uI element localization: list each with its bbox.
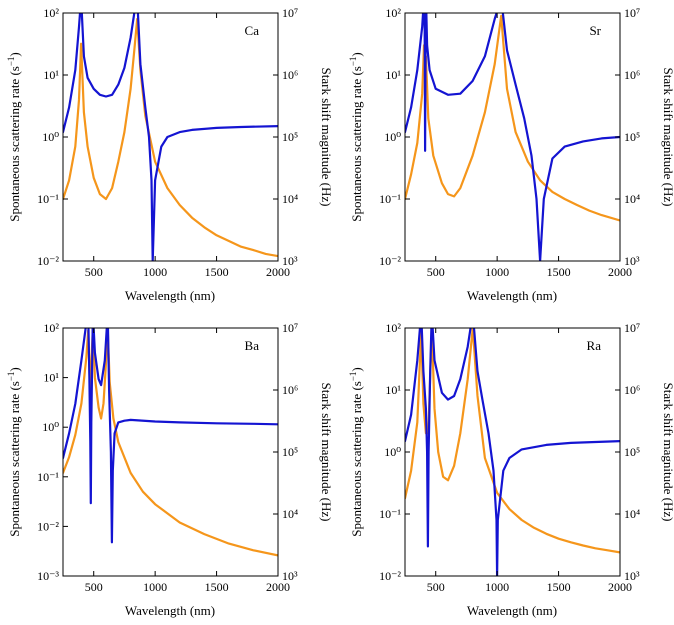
plot-frame: [62, 12, 279, 262]
y-tick-label: 10⁻¹: [379, 507, 401, 521]
y2-tick-label: 10⁷: [282, 321, 298, 335]
x-tick-label: 1500: [205, 580, 229, 594]
y-tick-label: 10¹: [43, 371, 59, 385]
y2-tick-label: 10⁵: [282, 445, 298, 459]
y-tick-label: 10¹: [43, 68, 59, 82]
y-tick-label: 10⁰: [42, 420, 59, 434]
x-tick-label: 2000: [266, 580, 290, 594]
y-tick-label: 10⁻²: [379, 254, 401, 268]
x-tick-label: 2000: [608, 265, 632, 279]
y-tick-label: 10⁻¹: [37, 192, 59, 206]
scattering-rate-line: [63, 17, 278, 258]
x-tick-label: 2000: [266, 265, 290, 279]
plot-frame: [404, 12, 621, 262]
y-tick-label: 10¹: [385, 68, 401, 82]
stark-shift-line: [405, 13, 620, 261]
element-label: Sr: [589, 23, 601, 38]
panel-ca: Spontaneous scattering rate (s−1) Stark …: [6, 6, 334, 303]
y2-tick-label: 10⁶: [624, 68, 640, 82]
ylabel-right: Stark shift magnitude (Hz): [319, 383, 334, 522]
ylabel-left: Spontaneous scattering rate (s−1): [348, 52, 364, 222]
scattering-rate-line: [405, 328, 620, 554]
y2-tick-label: 10⁷: [282, 6, 298, 20]
stark-shift-line: [63, 328, 278, 544]
x-tick-label: 1500: [547, 265, 571, 279]
y-tick-label: 10²: [43, 6, 59, 20]
y-tick-label: 10⁰: [384, 445, 401, 459]
y2-tick-label: 10³: [624, 254, 640, 268]
ylabel-right: Stark shift magnitude (Hz): [661, 68, 674, 207]
y2-tick-label: 10⁴: [282, 192, 298, 206]
stark-shift-line: [63, 13, 278, 261]
curves: [405, 13, 620, 261]
y-tick-label: 10²: [385, 6, 401, 20]
ylabel-right: Stark shift magnitude (Hz): [319, 68, 334, 207]
y2-tick-label: 10³: [282, 569, 298, 583]
element-label: Ba: [245, 338, 260, 353]
xlabel: Wavelength (nm): [467, 603, 557, 618]
y-tick-label: 10⁻²: [379, 569, 401, 583]
x-tick-label: 500: [85, 580, 103, 594]
y-tick-label: 10¹: [385, 383, 401, 397]
y2-tick-label: 10⁷: [624, 321, 640, 335]
y2-tick-label: 10³: [282, 254, 298, 268]
y-tick-label: 10⁻²: [37, 254, 59, 268]
x-tick-label: 500: [85, 265, 103, 279]
y2-tick-label: 10⁵: [624, 130, 640, 144]
y2-tick-label: 10⁴: [624, 507, 640, 521]
y2-tick-label: 10⁶: [624, 383, 640, 397]
y-tick-label: 10²: [385, 321, 401, 335]
ylabel-left: Spontaneous scattering rate (s−1): [6, 367, 22, 537]
y-tick-label: 10⁻²: [37, 519, 59, 533]
xlabel: Wavelength (nm): [125, 288, 215, 303]
y2-tick-label: 10⁶: [282, 383, 298, 397]
panel-ba: Spontaneous scattering rate (s−1) Stark …: [6, 321, 334, 618]
element-label: Ca: [245, 23, 260, 38]
x-tick-label: 1500: [547, 580, 571, 594]
stark-shift-line: [405, 328, 620, 576]
x-tick-label: 1000: [485, 580, 509, 594]
x-tick-label: 1000: [485, 265, 509, 279]
panel-ra: Spontaneous scattering rate (s−1) Stark …: [348, 321, 674, 618]
y2-tick-label: 10⁴: [282, 507, 298, 521]
panel-sr: Spontaneous scattering rate (s−1) Stark …: [348, 6, 674, 303]
curves: [63, 328, 278, 557]
x-tick-label: 1000: [143, 265, 167, 279]
y2-tick-label: 10⁵: [624, 445, 640, 459]
y-tick-label: 10⁰: [384, 130, 401, 144]
y2-tick-label: 10⁶: [282, 68, 298, 82]
curves: [63, 13, 278, 261]
xlabel: Wavelength (nm): [125, 603, 215, 618]
curves: [405, 328, 620, 576]
x-tick-label: 500: [427, 265, 445, 279]
y2-tick-label: 10⁴: [624, 192, 640, 206]
x-tick-label: 1500: [205, 265, 229, 279]
ylabel-left: Spontaneous scattering rate (s−1): [6, 52, 22, 222]
scattering-rate-line: [63, 328, 278, 557]
x-tick-label: 2000: [608, 580, 632, 594]
element-label: Ra: [587, 338, 602, 353]
y-tick-label: 10⁰: [42, 130, 59, 144]
y-tick-label: 10⁻¹: [379, 192, 401, 206]
y-tick-label: 10⁻¹: [37, 470, 59, 484]
ylabel-right: Stark shift magnitude (Hz): [661, 383, 674, 522]
y2-tick-label: 10⁷: [624, 6, 640, 20]
y2-tick-label: 10³: [624, 569, 640, 583]
y-tick-label: 10⁻³: [37, 569, 59, 583]
x-tick-label: 1000: [143, 580, 167, 594]
y-tick-label: 10²: [43, 321, 59, 335]
scattering-rate-line: [405, 14, 620, 222]
x-tick-label: 500: [427, 580, 445, 594]
y2-tick-label: 10⁵: [282, 130, 298, 144]
xlabel: Wavelength (nm): [467, 288, 557, 303]
ylabel-left: Spontaneous scattering rate (s−1): [348, 367, 364, 537]
